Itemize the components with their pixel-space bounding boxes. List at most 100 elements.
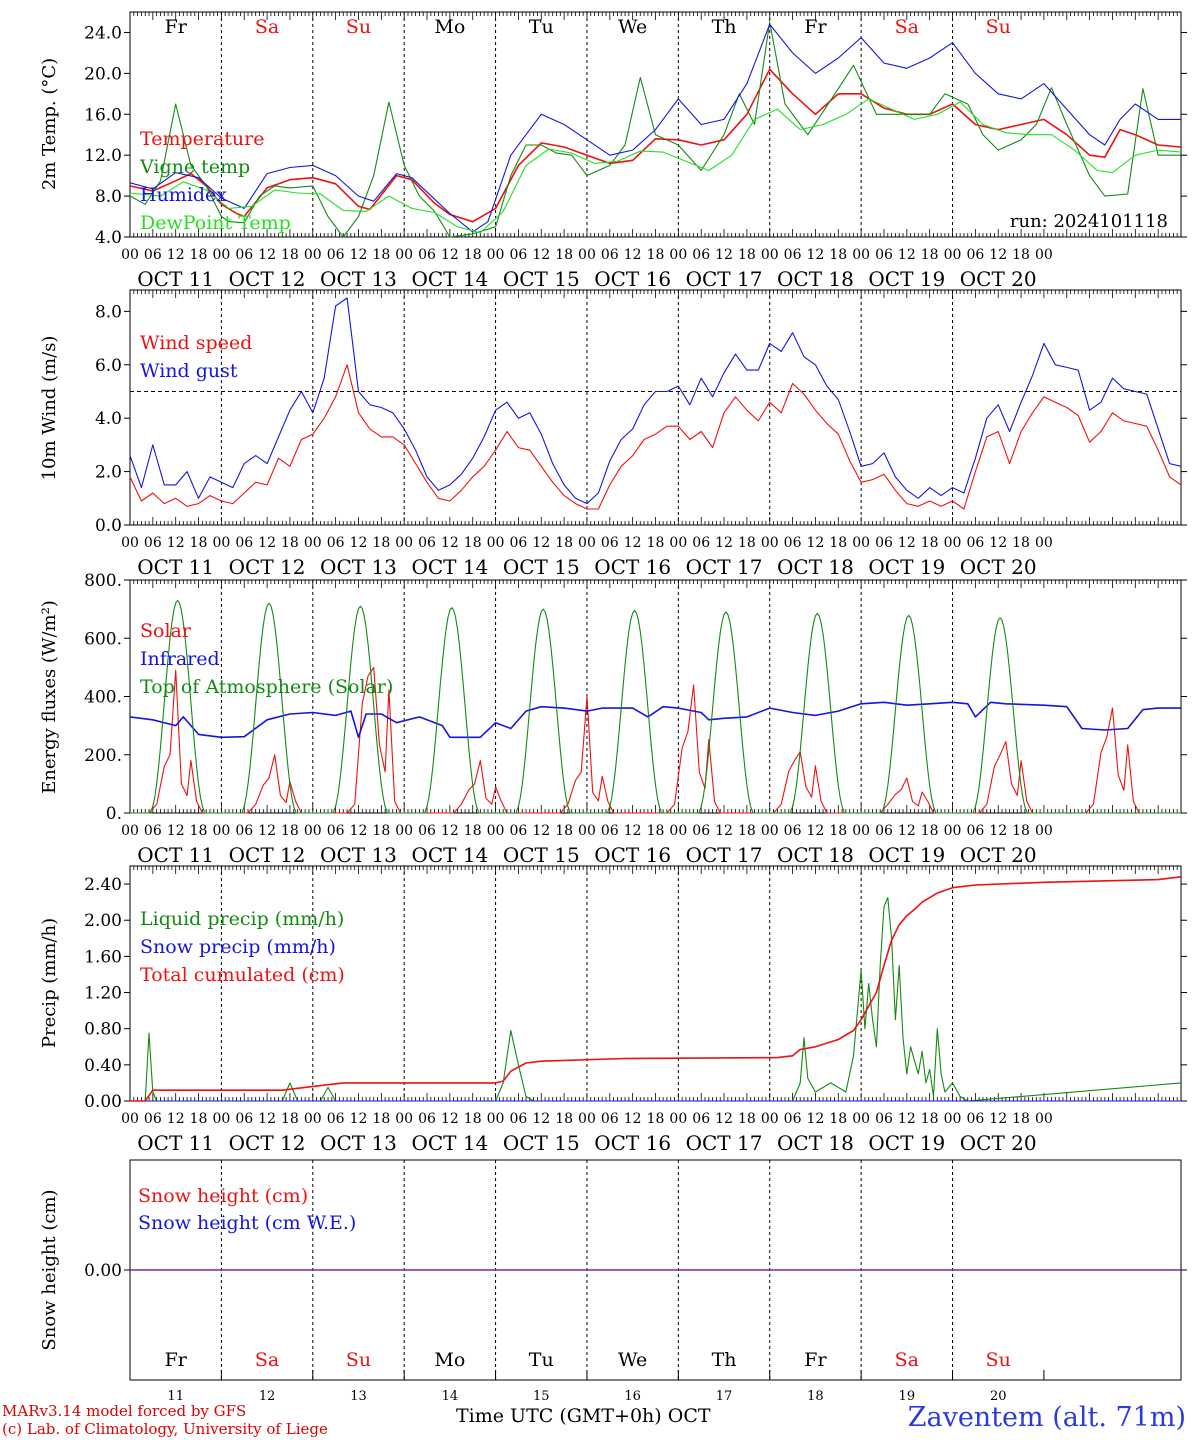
y-tick-label: 0. (106, 804, 122, 824)
y-axis-title: 2m Temp. (°C) (39, 58, 60, 190)
day-label: OCT 11 (137, 1131, 214, 1155)
legend-entry: DewPoint Temp (140, 212, 291, 234)
weekday-label: Fr (804, 1349, 827, 1371)
weekday-label: Tu (529, 1349, 554, 1371)
hour-label: 06 (144, 1111, 162, 1127)
hour-label: 12 (441, 1111, 459, 1127)
hour-label: 12 (350, 247, 368, 263)
hour-label: 12 (167, 247, 185, 263)
hour-label: 12 (989, 247, 1007, 263)
hour-label: 06 (509, 247, 527, 263)
weekday-label: Su (986, 1349, 1011, 1371)
hour-label: 00 (1035, 247, 1053, 263)
day-label: OCT 20 (960, 1131, 1037, 1155)
weekday-label: Fr (804, 16, 827, 38)
hour-label: 06 (235, 535, 253, 551)
weekday-label: Su (346, 1349, 371, 1371)
hour-label: 06 (235, 1111, 253, 1127)
time-axis-label: Time UTC (GMT+0h) (456, 1405, 662, 1427)
hour-label: 00 (761, 247, 779, 263)
hour-label: 00 (852, 1111, 870, 1127)
legend-entry: Vigne temp (139, 156, 250, 178)
hour-label: 06 (509, 535, 527, 551)
hour-label: 06 (692, 535, 710, 551)
y-tick-label: 12.0 (84, 146, 122, 166)
hour-label: 00 (944, 247, 962, 263)
hour-label: 06 (601, 247, 619, 263)
hour-label: 06 (327, 823, 345, 839)
hour-label: 06 (601, 1111, 619, 1127)
y-tick-label: 24.0 (84, 23, 122, 43)
hour-label: 18 (829, 247, 847, 263)
hour-label: 18 (1012, 823, 1030, 839)
day-label: OCT 19 (868, 1131, 945, 1155)
day-label: OCT 16 (594, 843, 671, 867)
hour-label: 18 (647, 823, 665, 839)
hour-label: 06 (418, 1111, 436, 1127)
y-tick-label: 16.0 (84, 105, 122, 125)
day-label: OCT 17 (686, 267, 763, 291)
hour-label: 18 (281, 247, 299, 263)
hour-label: 06 (601, 823, 619, 839)
hour-label: 00 (669, 823, 687, 839)
hour-label: 12 (898, 247, 916, 263)
day-label: OCT 15 (503, 555, 580, 579)
day-number: 16 (624, 1389, 641, 1404)
legend-entry: Snow height (cm) (138, 1185, 308, 1207)
weekday-label: Fr (165, 16, 188, 38)
day-label: OCT 15 (503, 843, 580, 867)
month-label: OCT (667, 1405, 711, 1427)
hour-label: 18 (464, 247, 482, 263)
hour-label: 06 (235, 247, 253, 263)
day-label: OCT 12 (229, 843, 306, 867)
panel-4: 0.00 0.40 0.80 1.20 1.60 2.00 2.40 Precip (mm/h… (39, 865, 1187, 1155)
hour-label: 12 (624, 1111, 642, 1127)
hour-label: 18 (281, 823, 299, 839)
hour-label: 00 (669, 1111, 687, 1127)
hour-label: 18 (281, 535, 299, 551)
hour-label: 00 (212, 1111, 230, 1127)
y-tick-label: 8.0 (95, 187, 122, 207)
hour-label: 06 (875, 823, 893, 839)
day-label: OCT 11 (137, 843, 214, 867)
credit-line-1: MARv3.14 model forced by GFS (2, 1402, 247, 1420)
series-wind-gust (129, 297, 1182, 505)
day-label: OCT 14 (411, 843, 488, 867)
day-number: 15 (533, 1389, 550, 1404)
weekday-label: We (618, 1349, 647, 1371)
series-wind-speed (129, 364, 1182, 510)
hour-label: 18 (647, 535, 665, 551)
series-solar (130, 666, 1181, 814)
series-total-cumulated-cm (130, 876, 1182, 1102)
legend-entry: Liquid precip (mm/h) (140, 908, 344, 930)
hour-label: 00 (304, 535, 322, 551)
hour-label: 00 (212, 823, 230, 839)
hour-label: 06 (327, 1111, 345, 1127)
hour-label: 06 (875, 1111, 893, 1127)
hour-label: 18 (372, 535, 390, 551)
y-tick-label: 200. (84, 746, 122, 766)
hour-label: 18 (921, 535, 939, 551)
hour-label: 12 (350, 1111, 368, 1127)
legend-entry: Solar (140, 620, 192, 642)
hour-label: 06 (875, 535, 893, 551)
legend-entry: Humidex (140, 184, 227, 206)
hour-label: 18 (921, 247, 939, 263)
hour-label: 18 (647, 1111, 665, 1127)
hour-label: 18 (555, 823, 573, 839)
hour-label: 06 (509, 1111, 527, 1127)
day-label: OCT 20 (960, 843, 1037, 867)
time-axis-title: Time UTC (GMT+0h) OCT (456, 1405, 711, 1427)
day-label: OCT 17 (686, 843, 763, 867)
day-label: OCT 14 (411, 267, 488, 291)
hour-label: 00 (761, 535, 779, 551)
weekday-label: Sa (895, 16, 919, 38)
y-tick-label: 2.00 (84, 911, 122, 931)
hour-label: 00 (487, 1111, 505, 1127)
hour-label: 00 (944, 535, 962, 551)
hour-label: 00 (578, 247, 596, 263)
legend-entry: Wind speed (140, 332, 252, 354)
day-number: 12 (259, 1389, 276, 1404)
hour-label: 12 (350, 823, 368, 839)
